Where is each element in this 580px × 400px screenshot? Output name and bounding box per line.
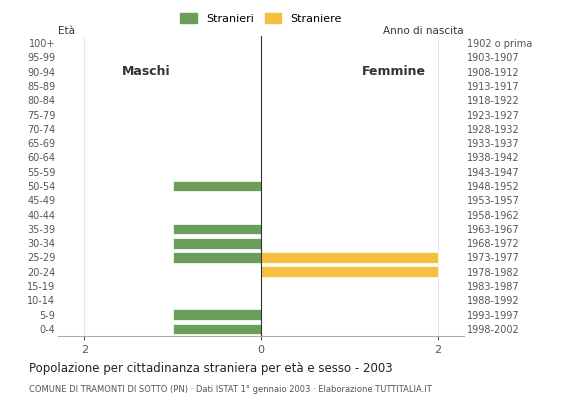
Bar <box>173 224 261 234</box>
Bar <box>173 309 261 320</box>
Bar <box>261 252 437 263</box>
Text: Età: Età <box>58 26 75 36</box>
Bar <box>173 252 261 263</box>
Text: Popolazione per cittadinanza straniera per età e sesso - 2003: Popolazione per cittadinanza straniera p… <box>29 362 393 375</box>
Legend: Stranieri, Straniere: Stranieri, Straniere <box>176 8 346 28</box>
Text: Anno di nascita: Anno di nascita <box>383 26 464 36</box>
Bar <box>173 181 261 191</box>
Bar <box>173 324 261 334</box>
Text: Femmine: Femmine <box>361 65 425 78</box>
Text: COMUNE DI TRAMONTI DI SOTTO (PN) · Dati ISTAT 1° gennaio 2003 · Elaborazione TUT: COMUNE DI TRAMONTI DI SOTTO (PN) · Dati … <box>29 385 432 394</box>
Bar <box>173 238 261 248</box>
Text: Maschi: Maschi <box>122 65 171 78</box>
Bar <box>261 266 437 277</box>
